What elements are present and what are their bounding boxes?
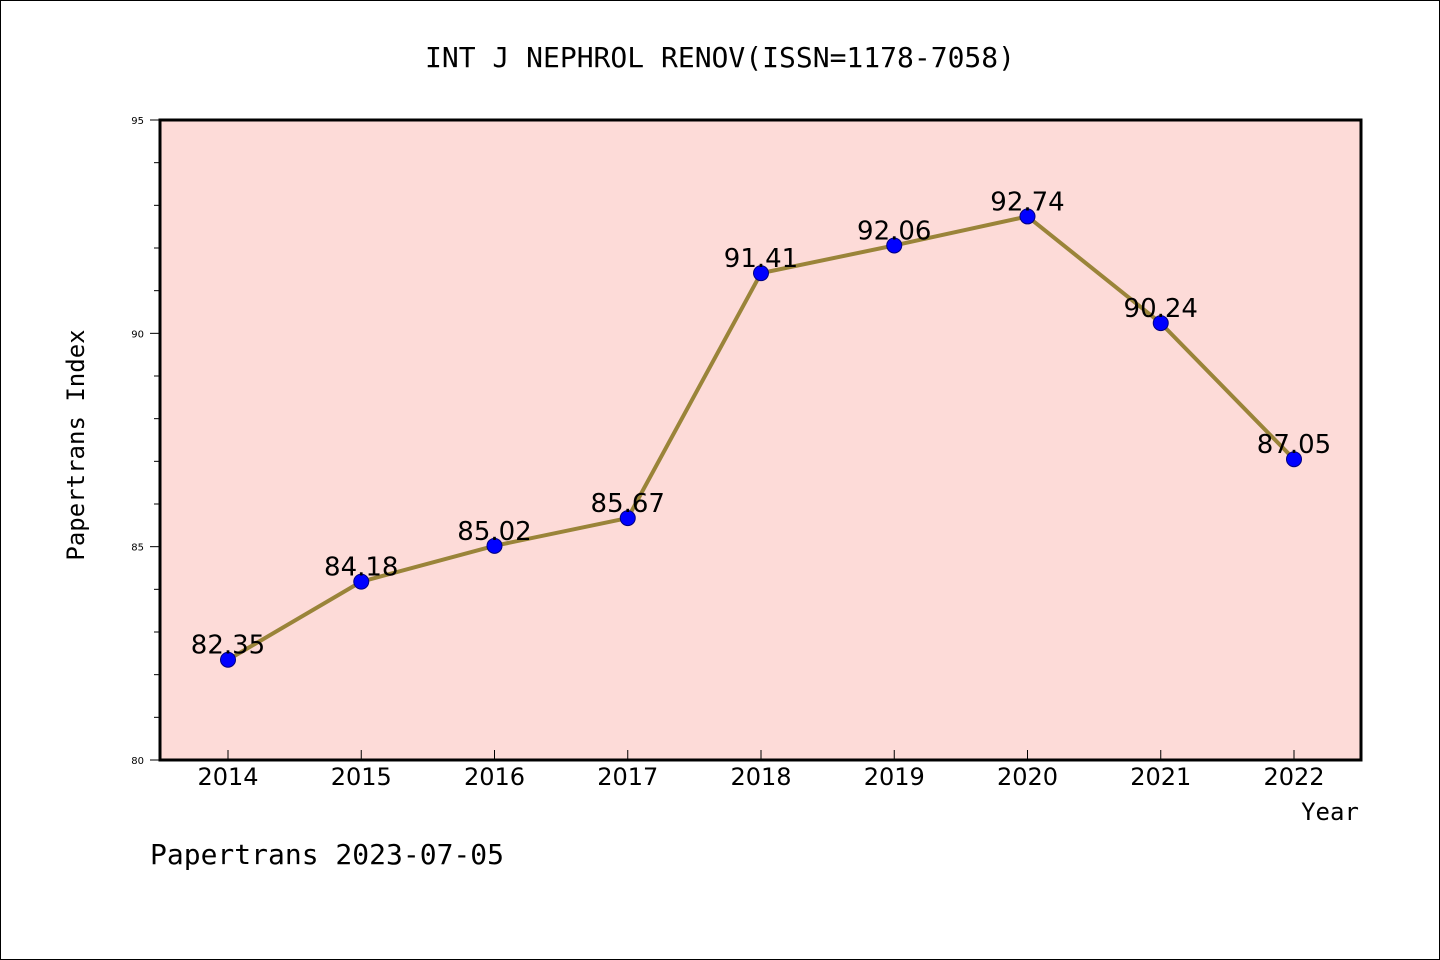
plot-frame — [158, 118, 1363, 762]
data-point — [220, 651, 236, 668]
data-label: 82.35 — [191, 631, 265, 661]
data-label: 92.74 — [990, 187, 1064, 217]
x-tick-label: 2017 — [597, 763, 658, 791]
x-axis-label: Year — [1301, 798, 1359, 826]
x-ticks: 2014 2015 2016 2017 2018 2019 2020 2021 2022 — [197, 750, 1325, 791]
data-point — [1152, 315, 1169, 332]
y-tick-label: 85 — [131, 543, 144, 554]
data-point — [886, 237, 903, 254]
y-tick-label: 90 — [131, 329, 144, 340]
data-label: 85.67 — [591, 489, 665, 519]
data-label: 90.24 — [1124, 294, 1198, 324]
x-tick-label: 2021 — [1130, 763, 1191, 791]
data-label: 84.18 — [324, 553, 398, 583]
x-tick-label: 2018 — [730, 763, 791, 791]
x-tick-label: 2015 — [331, 763, 392, 791]
data-point — [486, 537, 503, 554]
x-tick-label: 2019 — [864, 763, 925, 791]
x-tick-label: 2020 — [997, 763, 1058, 791]
data-label: 92.06 — [857, 216, 931, 246]
chart-title: INT J NEPHROL RENOV(ISSN=1178-7058) — [425, 41, 1015, 74]
x-tick-label: 2022 — [1263, 763, 1324, 791]
data-label: 87.05 — [1257, 430, 1331, 460]
plot-area — [160, 120, 1361, 760]
data-point — [619, 510, 636, 527]
footer-date-stamp: Papertrans 2023-07-05 — [150, 838, 504, 871]
data-point — [1019, 208, 1036, 225]
data-label: 91.41 — [724, 244, 798, 274]
data-point — [353, 573, 370, 590]
y-tick-label: 80 — [131, 756, 144, 767]
data-point — [1286, 451, 1302, 468]
y-tick-label: 95 — [131, 116, 144, 127]
y-axis-label: Papertrans Index — [62, 329, 90, 560]
data-labels: 82.35 84.18 85.02 85.67 91.41 92.06 92.74 90.24… — [191, 187, 1331, 660]
x-tick-label: 2014 — [197, 763, 258, 791]
data-label: 85.02 — [457, 517, 531, 547]
data-point — [753, 265, 769, 282]
y-major-ticks: 80 85 90 95 — [131, 116, 160, 767]
x-tick-label: 2016 — [464, 763, 525, 791]
data-points — [220, 208, 1302, 668]
